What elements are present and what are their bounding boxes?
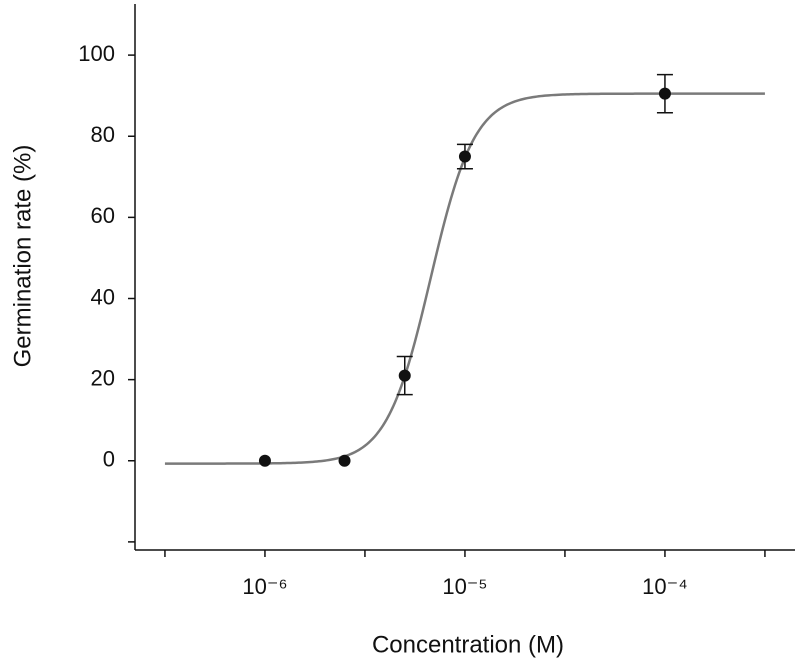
y-tick-label: 80: [91, 122, 115, 147]
data-point: [258, 454, 271, 467]
y-tick-label: 0: [103, 447, 115, 472]
x-axis-title: Concentration (M): [372, 631, 564, 658]
y-tick-label: 100: [78, 41, 115, 66]
x-tick-label: 10⁻⁴: [642, 574, 688, 599]
y-tick-label: 20: [91, 365, 115, 390]
x-tick-label: 10⁻⁵: [442, 574, 487, 599]
data-point: [398, 369, 411, 382]
data-point: [338, 454, 351, 467]
y-axis-title: Germination rate (%): [9, 145, 36, 368]
y-tick-label: 40: [91, 284, 115, 309]
data-point: [658, 87, 671, 100]
x-tick-label: 10⁻⁶: [242, 574, 287, 599]
data-point: [458, 150, 471, 163]
y-tick-label: 60: [91, 203, 115, 228]
